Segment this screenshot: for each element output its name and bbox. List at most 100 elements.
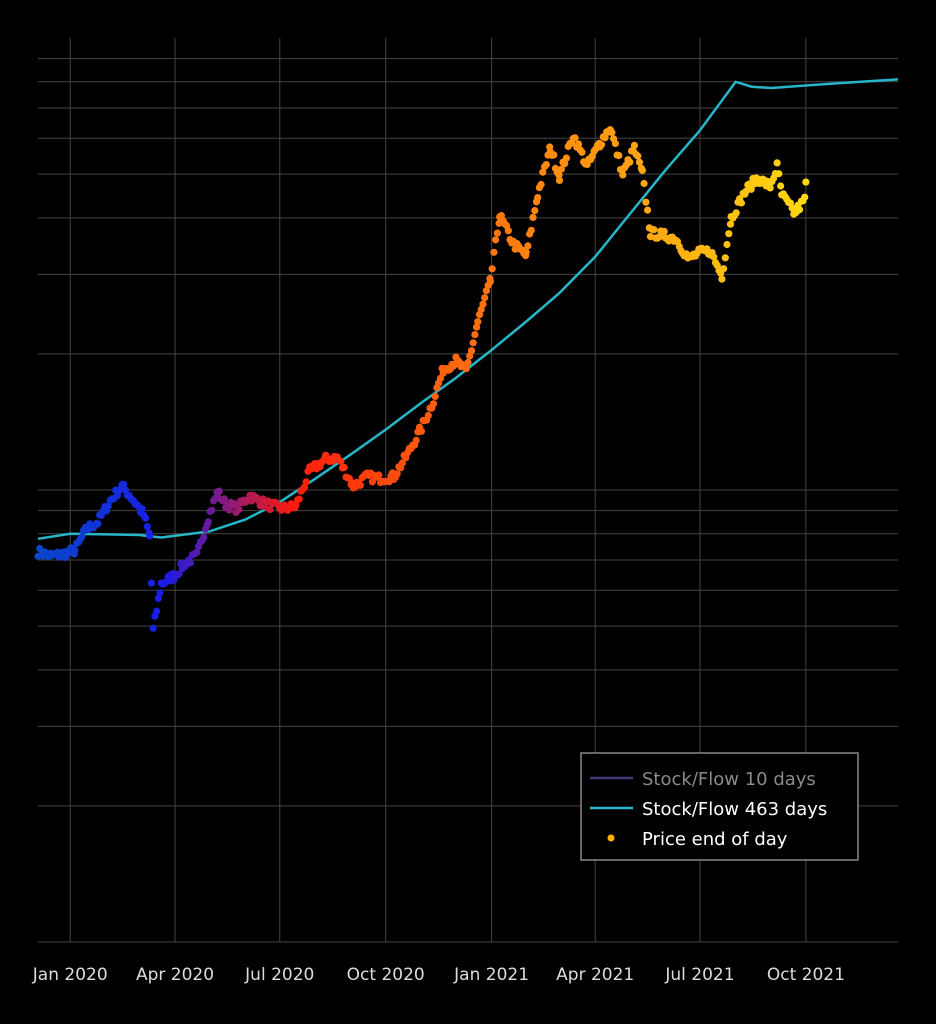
price-point [796, 206, 804, 214]
price-point [120, 480, 128, 488]
price-point [650, 226, 658, 234]
price-point [469, 339, 477, 347]
legend-label-sf10[interactable]: Stock/Flow 10 days [642, 769, 816, 790]
price-point [467, 347, 476, 355]
price-point [36, 544, 44, 553]
price-point [200, 533, 208, 541]
price-point [725, 230, 733, 238]
price-point [412, 436, 420, 444]
price-point [640, 179, 648, 188]
price-point [153, 607, 161, 615]
price-point [78, 533, 86, 541]
price-point [147, 579, 155, 587]
price-point [493, 229, 501, 237]
price-point [504, 227, 512, 235]
price-point [638, 166, 647, 174]
x-tick-label: Apr 2020 [136, 965, 214, 985]
price-point [710, 253, 718, 261]
x-tick-label: Jul 2020 [244, 965, 314, 985]
price-point [300, 483, 309, 491]
price-point [186, 559, 195, 567]
price-point [488, 265, 496, 273]
price-point [138, 505, 146, 513]
price-point [630, 141, 639, 149]
price-point [718, 275, 726, 283]
x-tick-label: Jul 2021 [664, 965, 734, 985]
price-point [608, 128, 616, 137]
price-point [773, 159, 781, 167]
price-point [146, 532, 154, 540]
price-point [266, 505, 274, 514]
price-point [340, 463, 348, 472]
price-point [431, 392, 439, 401]
legend[interactable]: Stock/Flow 10 days Stock/Flow 463 days P… [580, 752, 859, 861]
x-tick-label: Jan 2021 [453, 965, 529, 985]
price-point [726, 220, 735, 228]
price-point [775, 170, 783, 178]
price-point [193, 548, 201, 557]
price-point [462, 365, 470, 373]
series-line-sf463 [37, 78, 899, 541]
price-point [471, 331, 479, 339]
price-points [34, 126, 810, 632]
price-point [555, 171, 563, 179]
price-point [529, 213, 537, 221]
x-tick-label: Oct 2021 [767, 965, 845, 985]
price-point [562, 154, 571, 162]
price-point [337, 457, 345, 465]
price-point [611, 139, 620, 148]
price-point [522, 248, 530, 256]
series-lines [37, 78, 899, 541]
price-point [393, 470, 401, 478]
price-point [634, 152, 642, 160]
price-point [571, 134, 579, 142]
price-point [574, 140, 583, 148]
price-point [417, 427, 425, 435]
legend-label-price[interactable]: Price end of day [642, 829, 788, 850]
price-point [537, 180, 545, 189]
price-point [555, 176, 564, 184]
legend-box [580, 752, 859, 861]
price-point [143, 523, 151, 531]
price-point [660, 227, 668, 236]
price-point [539, 168, 547, 176]
price-point [436, 374, 444, 382]
x-tick-label: Apr 2021 [556, 965, 634, 985]
price-point [615, 151, 623, 160]
price-point [235, 506, 243, 514]
price-point [721, 254, 729, 262]
price-point [464, 358, 472, 367]
price-point [295, 495, 303, 503]
price-point [747, 185, 755, 193]
price-point [766, 184, 774, 192]
price-point [635, 158, 644, 166]
price-point [619, 171, 627, 179]
price-point [534, 194, 542, 202]
price-point [479, 300, 487, 308]
price-point [703, 245, 711, 253]
price-point [204, 518, 212, 526]
price-point [356, 481, 364, 489]
price-point [601, 134, 609, 142]
price-point [723, 240, 731, 249]
price-point [642, 198, 650, 206]
price-point [175, 570, 183, 578]
price-point [104, 502, 112, 510]
price-point [474, 318, 482, 326]
price-point [486, 278, 494, 286]
price-point [777, 182, 785, 190]
legend-label-sf463[interactable]: Stock/Flow 463 days [642, 799, 827, 820]
price-point [71, 546, 79, 554]
price-point [561, 160, 569, 168]
x-tick-label: Jan 2020 [32, 965, 108, 985]
price-point [626, 158, 634, 166]
price-point [292, 501, 300, 509]
price-point [492, 236, 500, 244]
price-point [720, 265, 728, 273]
price-point [208, 506, 216, 514]
price-point [550, 151, 558, 159]
price-point [220, 495, 229, 503]
price-point [524, 242, 532, 250]
price-point [644, 206, 652, 214]
